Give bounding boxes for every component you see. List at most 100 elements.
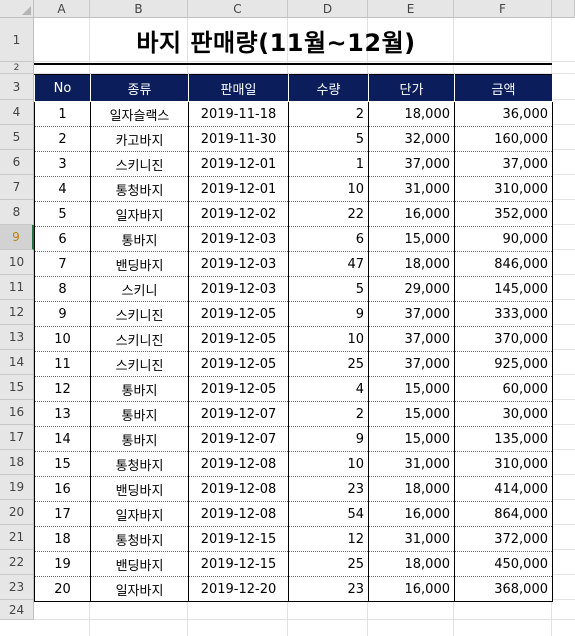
qty-cell[interactable]: 23 [288,576,369,602]
price-cell[interactable]: 37,000 [368,326,455,352]
row-header-7[interactable]: 7 [0,175,34,200]
amount-cell[interactable]: 30,000 [454,401,553,427]
row-header-10[interactable]: 10 [0,250,34,275]
qty-cell[interactable]: 22 [288,201,369,227]
date-cell[interactable]: 2019-12-15 [188,526,289,552]
date-cell[interactable]: 2019-12-03 [188,251,289,277]
type-cell[interactable]: 스키니진 [90,326,189,352]
qty-cell[interactable]: 10 [288,326,369,352]
date-cell[interactable]: 2019-12-07 [188,401,289,427]
qty-cell[interactable]: 5 [288,276,369,302]
row-header-14[interactable]: 14 [0,350,34,375]
column-title[interactable]: No [34,74,91,102]
date-cell[interactable]: 2019-12-05 [188,376,289,402]
amount-cell[interactable]: 864,000 [454,501,553,527]
type-cell[interactable]: 스키니진 [90,151,189,177]
amount-cell[interactable]: 414,000 [454,476,553,502]
amount-cell[interactable]: 370,000 [454,326,553,352]
price-cell[interactable]: 29,000 [368,276,455,302]
price-cell[interactable]: 37,000 [368,301,455,327]
qty-cell[interactable]: 25 [288,551,369,577]
amount-cell[interactable]: 352,000 [454,201,553,227]
column-header-d[interactable]: D [288,0,368,18]
row-header-4[interactable]: 4 [0,100,34,125]
price-cell[interactable]: 15,000 [368,226,455,252]
date-cell[interactable]: 2019-12-01 [188,151,289,177]
type-cell[interactable]: 통바지 [90,426,189,452]
price-cell[interactable]: 15,000 [368,426,455,452]
row-header-18[interactable]: 18 [0,450,34,475]
qty-cell[interactable]: 9 [288,426,369,452]
amount-cell[interactable]: 37,000 [454,151,553,177]
date-cell[interactable]: 2019-12-05 [188,351,289,377]
type-cell[interactable]: 밴딩바지 [90,251,189,277]
price-cell[interactable]: 37,000 [368,151,455,177]
column-title[interactable]: 금액 [454,74,553,102]
qty-cell[interactable]: 23 [288,476,369,502]
type-cell[interactable]: 카고바지 [90,126,189,152]
qty-cell[interactable]: 6 [288,226,369,252]
qty-cell[interactable]: 10 [288,451,369,477]
no-cell[interactable]: 18 [34,526,91,552]
qty-cell[interactable]: 2 [288,401,369,427]
no-cell[interactable]: 15 [34,451,91,477]
price-cell[interactable]: 18,000 [368,101,455,127]
price-cell[interactable]: 31,000 [368,451,455,477]
date-cell[interactable]: 2019-11-30 [188,126,289,152]
qty-cell[interactable]: 12 [288,526,369,552]
row-header-6[interactable]: 6 [0,150,34,175]
qty-cell[interactable]: 10 [288,176,369,202]
price-cell[interactable]: 18,000 [368,551,455,577]
price-cell[interactable]: 18,000 [368,476,455,502]
date-cell[interactable]: 2019-12-15 [188,551,289,577]
row-header-19[interactable]: 19 [0,475,34,500]
column-title[interactable]: 수량 [288,74,369,102]
amount-cell[interactable]: 925,000 [454,351,553,377]
no-cell[interactable]: 20 [34,576,91,602]
price-cell[interactable]: 15,000 [368,401,455,427]
row-header-3[interactable]: 3 [0,74,34,100]
row-header-13[interactable]: 13 [0,325,34,350]
type-cell[interactable]: 통바지 [90,401,189,427]
price-cell[interactable]: 16,000 [368,201,455,227]
amount-cell[interactable]: 60,000 [454,376,553,402]
column-header-f[interactable]: F [454,0,552,18]
date-cell[interactable]: 2019-12-08 [188,476,289,502]
no-cell[interactable]: 4 [34,176,91,202]
row-header-20[interactable]: 20 [0,500,34,525]
type-cell[interactable]: 통바지 [90,226,189,252]
qty-cell[interactable]: 5 [288,126,369,152]
qty-cell[interactable]: 9 [288,301,369,327]
date-cell[interactable]: 2019-12-07 [188,426,289,452]
type-cell[interactable]: 스키니진 [90,301,189,327]
no-cell[interactable]: 10 [34,326,91,352]
amount-cell[interactable]: 450,000 [454,551,553,577]
cell-grid[interactable]: 바지 판매량(11월~12월) No 종류 판매일 수량 단가 금액 1 일자슬랙스 2019… [34,18,575,636]
type-cell[interactable]: 통청바지 [90,526,189,552]
qty-cell[interactable]: 47 [288,251,369,277]
no-cell[interactable]: 14 [34,426,91,452]
no-cell[interactable]: 13 [34,401,91,427]
qty-cell[interactable]: 2 [288,101,369,127]
no-cell[interactable]: 3 [34,151,91,177]
row-header-16[interactable]: 16 [0,400,34,425]
date-cell[interactable]: 2019-12-01 [188,176,289,202]
row-header-21[interactable]: 21 [0,525,34,550]
price-cell[interactable]: 31,000 [368,526,455,552]
row-header-23[interactable]: 23 [0,575,34,600]
amount-cell[interactable]: 372,000 [454,526,553,552]
row-header-12[interactable]: 12 [0,300,34,325]
date-cell[interactable]: 2019-12-08 [188,451,289,477]
column-title[interactable]: 판매일 [188,74,289,102]
no-cell[interactable]: 7 [34,251,91,277]
qty-cell[interactable]: 25 [288,351,369,377]
type-cell[interactable]: 밴딩바지 [90,476,189,502]
column-title[interactable]: 종류 [90,74,189,102]
type-cell[interactable]: 일자슬랙스 [90,101,189,127]
column-header-e[interactable]: E [368,0,454,18]
row-header-22[interactable]: 22 [0,550,34,575]
type-cell[interactable]: 스키니 [90,276,189,302]
date-cell[interactable]: 2019-12-08 [188,501,289,527]
column-header-a[interactable]: A [34,0,90,18]
type-cell[interactable]: 일자바지 [90,501,189,527]
